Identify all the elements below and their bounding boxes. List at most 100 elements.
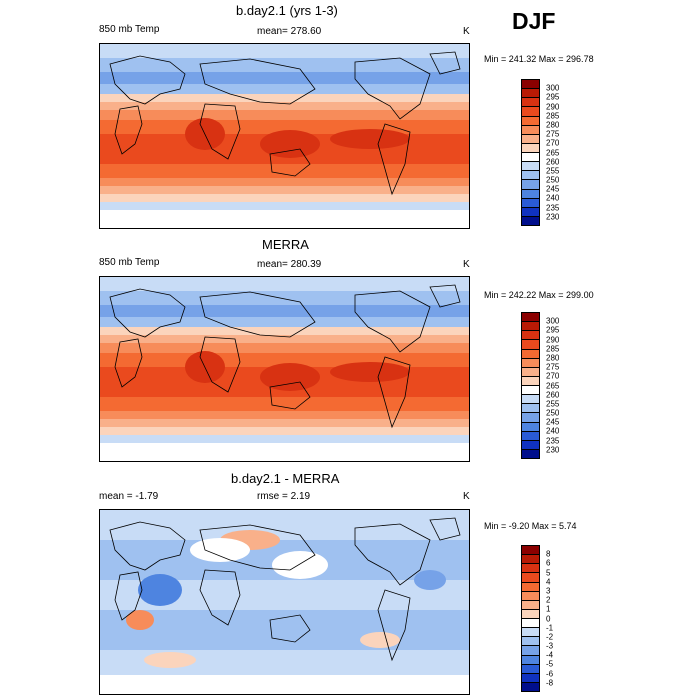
map-difference [99, 509, 470, 695]
colorbar-swatch [522, 180, 539, 190]
continent-outline [199, 569, 241, 626]
colorbar-swatch [522, 143, 539, 153]
colorbar-tick-label: 285 [546, 111, 560, 121]
field-anomaly [360, 632, 400, 648]
continent-outline [199, 103, 241, 160]
colorbar-swatch [522, 189, 539, 199]
field-band [100, 194, 469, 202]
field-band [100, 164, 469, 178]
colorbar-tick-label: 270 [546, 138, 560, 148]
continent-outline [114, 571, 143, 621]
colorbar-tick-label: 300 [546, 316, 560, 326]
colorbar-swatch [522, 125, 539, 135]
colorbar-tick-label: 295 [546, 92, 560, 102]
continent-outline [377, 356, 411, 429]
colorbar-tick-label: 250 [546, 175, 560, 185]
field-band [100, 610, 469, 650]
field-band [100, 510, 469, 540]
panel-rmse-label: rmse = 2.19 [257, 491, 311, 502]
field-warm-region [260, 363, 320, 391]
continent-outline [429, 51, 461, 75]
field-warm-region [260, 130, 320, 158]
continent-outline [109, 288, 186, 338]
continent-outline [109, 521, 186, 571]
colorbar-swatch [522, 116, 539, 126]
colorbar-swatch [522, 340, 539, 350]
colorbar-tick-label: 2 [546, 595, 551, 605]
field-band [100, 110, 469, 120]
colorbar-tick-label: -4 [546, 650, 554, 660]
colorbar-swatch [522, 431, 539, 441]
continent-outline [377, 123, 411, 196]
continent-outline [354, 290, 431, 353]
panel-mean-label: mean= 278.60 [257, 26, 322, 37]
colorbar-swatch [522, 600, 539, 610]
field-band [100, 84, 469, 94]
colorbar-tick-label: 300 [546, 83, 560, 93]
field-band [100, 186, 469, 194]
colorbar-swatch [522, 207, 539, 217]
field-warm-region [330, 362, 410, 382]
colorbar-swatch [522, 358, 539, 368]
panel-mean-label: mean = -1.79 [99, 491, 159, 502]
colorbar-tick-label: 230 [546, 445, 560, 455]
colorbar-tick-label: 8 [546, 549, 551, 559]
season-label: DJF [512, 8, 556, 34]
colorbar-swatch [522, 134, 539, 144]
minmax-label: Min = -9.20 Max = 5.74 [484, 521, 577, 531]
continent-outline [377, 589, 411, 662]
colorbar-swatch [522, 322, 539, 332]
colorbar-swatch [522, 153, 539, 163]
minmax-label: Min = 241.32 Max = 296.78 [484, 54, 594, 64]
field-band [100, 343, 469, 353]
colorbar-swatch [522, 422, 539, 432]
colorbar-swatch [522, 628, 539, 638]
colorbar-tick-label: 270 [546, 371, 560, 381]
field-anomaly [190, 538, 250, 562]
colorbar-tick-label: 5 [546, 568, 551, 578]
colorbar-swatch [522, 573, 539, 583]
colorbar-swatch [522, 609, 539, 619]
colorbar-tick-label: -8 [546, 678, 554, 688]
panel-units-label: K [463, 26, 470, 37]
field-band [100, 435, 469, 443]
continent-outline [199, 58, 316, 105]
field-band [100, 44, 469, 58]
colorbar-swatch [522, 198, 539, 208]
colorbar-swatch [522, 216, 539, 225]
colorbar-swatch [522, 673, 539, 683]
colorbar-swatch [522, 162, 539, 172]
colorbar-swatch [522, 89, 539, 99]
colorbar-tick-label: 250 [546, 408, 560, 418]
field-band [100, 327, 469, 335]
continent-outline [429, 517, 461, 541]
colorbar-swatch [522, 546, 539, 556]
colorbar-tick-label: 285 [546, 344, 560, 354]
field-band [100, 411, 469, 419]
colorbar-tick-label: 260 [546, 157, 560, 167]
continent-outline [199, 524, 316, 571]
colorbar-tick-label: 275 [546, 362, 560, 372]
colorbar-swatch [522, 98, 539, 108]
panel-units-label: K [463, 259, 470, 270]
field-warm-region [330, 129, 410, 149]
field-band [100, 305, 469, 317]
panel-left-label: 850 mb Temp [99, 257, 160, 268]
continent-outline [199, 291, 316, 338]
colorbar-swatch [522, 440, 539, 450]
field-anomaly [414, 570, 446, 590]
colorbar-tick-label: 0 [546, 614, 551, 623]
colorbar-tick-label: 295 [546, 325, 560, 335]
colorbar-swatch [522, 80, 539, 90]
colorbar-tick-label: 4 [546, 577, 551, 587]
colorbar-swatch [522, 395, 539, 405]
colorbar-tick-label: 255 [546, 166, 560, 176]
field-band [100, 202, 469, 210]
continent-outline [354, 57, 431, 120]
colorbar-tick-label: 260 [546, 390, 560, 400]
colorbar-swatch [522, 582, 539, 592]
colorbar-tick-label: 265 [546, 148, 560, 157]
colorbar-swatch [522, 413, 539, 423]
colorbar-swatch [522, 349, 539, 359]
field-band [100, 178, 469, 186]
